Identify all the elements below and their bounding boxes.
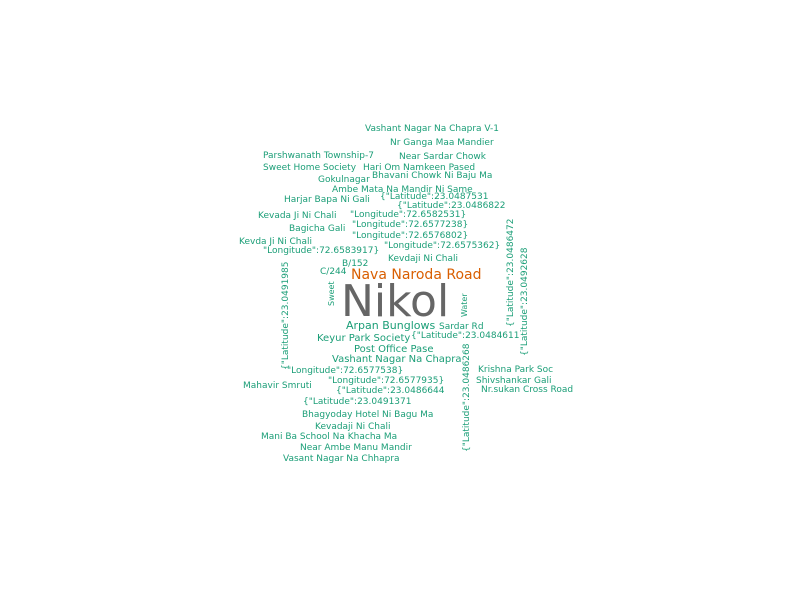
word: Nr.sukan Cross Road xyxy=(481,385,574,395)
word: Sweet Home Society xyxy=(263,163,357,173)
word: {"Latitude":23.0486644 xyxy=(336,386,445,396)
word: Kevda Ji Ni Chali xyxy=(239,237,313,247)
word: Ambe Mata Na Mandir Ni Same xyxy=(332,185,473,195)
word: "Longitude":72.6577238} xyxy=(352,220,469,230)
word: Parshwanath Township-7 xyxy=(263,151,374,161)
word: Near Sardar Chowk xyxy=(399,152,486,162)
word: B/152 xyxy=(342,259,369,269)
word: {"Latitude":23.0491985 xyxy=(281,261,291,370)
word: Vasant Nagar Na Chhapra xyxy=(283,454,400,464)
word: C/244 xyxy=(320,267,347,277)
word: Gokulnagar xyxy=(318,175,370,185)
word: "Longitude":72.6582531} xyxy=(350,210,467,220)
word: Vashant Nagar Na Chapra V-1 xyxy=(365,124,500,134)
word: Harjar Bapa Ni Gali xyxy=(284,195,370,205)
word: Bhagyoday Hotel Ni Bagu Ma xyxy=(302,410,434,420)
word: {"Latitude":23.0486268 xyxy=(462,343,472,452)
word: Nikol xyxy=(341,276,450,327)
word: Kevdaji Ni Chali xyxy=(388,254,459,264)
word: "Longitude":72.6577935} xyxy=(328,376,445,386)
word: {"Latitude":23.0484611 xyxy=(411,331,520,341)
word: Sweet xyxy=(327,281,336,306)
word: Bagicha Gali xyxy=(289,224,346,234)
word: Vashant Nagar Na Chapra xyxy=(332,354,462,365)
word: "Longitude":72.6583917} xyxy=(263,246,380,256)
word: Mani Ba School Na Khacha Ma xyxy=(261,432,398,442)
word: {"Latitude":23.0491371 xyxy=(303,397,412,407)
word: {"Latitude":23.0492628 xyxy=(520,247,530,356)
word: Sardar Rd xyxy=(439,322,484,332)
word: "Longitude":72.6575362} xyxy=(384,241,501,251)
word: Arpan Bunglows xyxy=(346,319,436,332)
word: Nava Naroda Road xyxy=(351,267,482,283)
word: Post Office Pase xyxy=(354,344,434,355)
word: Nr Ganga Maa Mandier xyxy=(390,138,494,148)
word: Krishna Park Soc xyxy=(478,365,554,375)
word: Shivshankar Gali xyxy=(476,376,552,386)
word: {"Latitude":23.0486822 xyxy=(397,201,506,211)
word: Bhavani Chowk Ni Baju Ma xyxy=(372,171,493,181)
word: {"Latitude":23.0486472 xyxy=(506,218,516,327)
word: "Longitude":72.6577538} xyxy=(287,366,404,376)
word: Near Ambe Manu Mandir xyxy=(300,443,412,453)
word: Keyur Park Society xyxy=(317,333,411,344)
word: Kevadaji Ni Chali xyxy=(315,422,391,432)
word: {"Latitude":23.0487531 xyxy=(380,192,489,202)
word: Mahavir Smruti xyxy=(243,381,312,391)
word: Hari Om Namkeen Pased xyxy=(363,163,476,173)
word: "Longitude":72.6576802} xyxy=(352,231,469,241)
word: Water xyxy=(460,293,469,317)
word: Kevada Ji Ni Chali xyxy=(258,211,337,221)
